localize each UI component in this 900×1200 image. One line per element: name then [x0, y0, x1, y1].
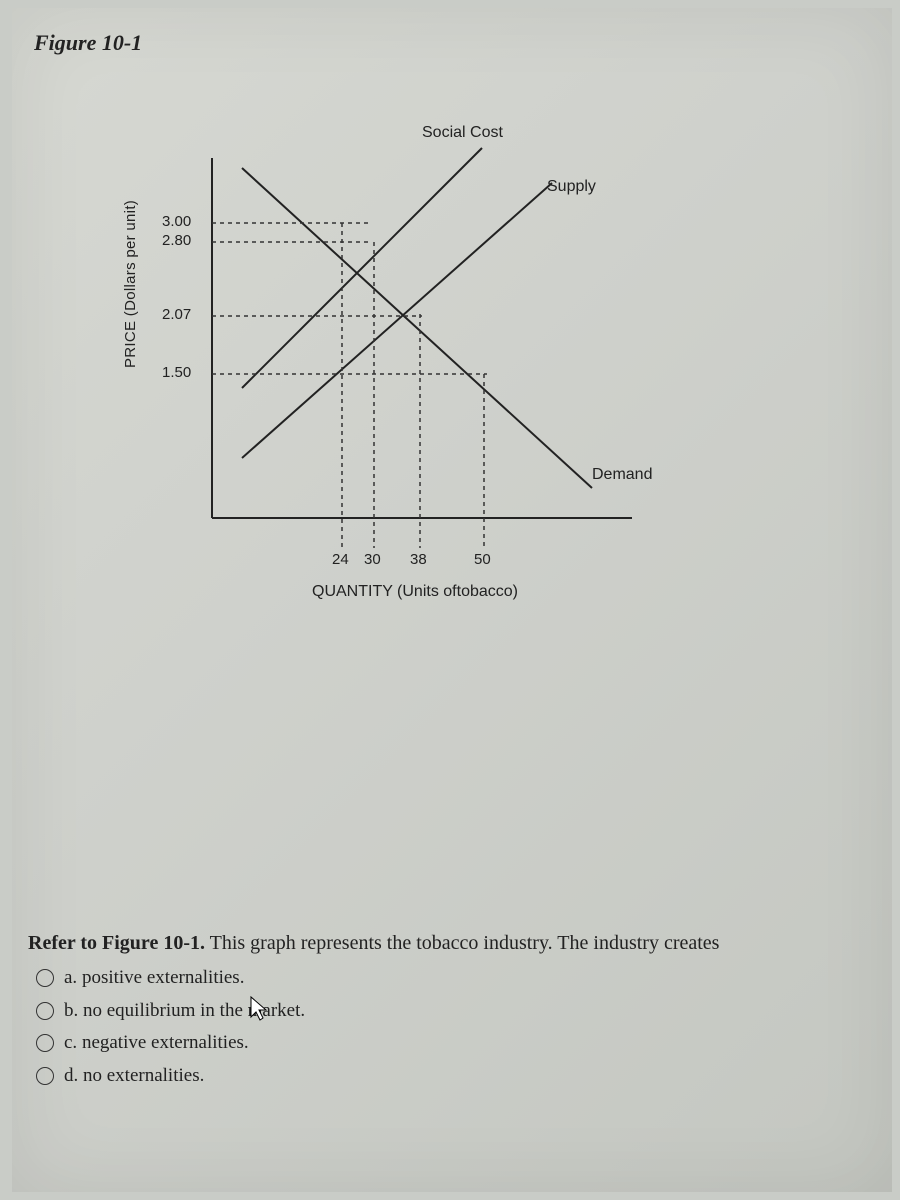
question-stem: Refer to Figure 10-1. This graph represe… [28, 928, 882, 958]
question-stem-bold: Refer to Figure 10-1. [28, 932, 205, 954]
question-stem-rest: This graph represents the tobacco indust… [205, 932, 719, 954]
x-tick-24: 24 [332, 551, 349, 568]
choice-text: no externalities. [83, 1065, 204, 1086]
choice-key: a. [64, 967, 77, 988]
choice-text: positive externalities. [82, 967, 245, 988]
choice-key: d. [64, 1065, 78, 1086]
x-tick-30: 30 [364, 551, 381, 568]
page-sheet: Figure 10-1 PRICE (Dollars per unit) 3.0… [12, 8, 892, 1192]
choice-key: c. [64, 1032, 77, 1053]
y-tick-1-50: 1.50 [162, 364, 191, 381]
x-tick-38: 38 [410, 551, 427, 568]
radio-icon [36, 1067, 54, 1085]
radio-icon [36, 969, 54, 987]
label-supply: Supply [547, 178, 596, 196]
y-tick-2-07: 2.07 [162, 306, 191, 323]
choice-text: negative externalities. [82, 1032, 249, 1053]
x-axis-label: QUANTITY (Units oftobacco) [312, 583, 518, 601]
y-tick-2-80: 2.80 [162, 232, 191, 249]
choice-d[interactable]: d. no externalities. [36, 1062, 882, 1091]
y-tick-3-00: 3.00 [162, 213, 191, 230]
radio-icon [36, 1034, 54, 1052]
label-social-cost: Social Cost [422, 124, 503, 142]
choice-a[interactable]: a. positive externalities. [36, 964, 882, 993]
question-block: Refer to Figure 10-1. This graph represe… [28, 928, 882, 1092]
demand-line [242, 168, 592, 488]
y-axis-label: PRICE (Dollars per unit) [122, 200, 139, 368]
diagram-svg [122, 128, 782, 608]
x-tick-50: 50 [474, 551, 491, 568]
econ-diagram: PRICE (Dollars per unit) 3.00 2.80 2.07 … [122, 128, 782, 608]
choice-b[interactable]: b. no equilibrium in the market. [36, 997, 882, 1026]
choice-text: no equilibrium in the market. [83, 1000, 305, 1021]
cursor-icon [248, 995, 270, 1023]
supply-line [242, 183, 552, 458]
choice-key: b. [64, 1000, 78, 1021]
label-demand: Demand [592, 466, 652, 484]
radio-icon [36, 1002, 54, 1020]
choice-c[interactable]: c. negative externalities. [36, 1029, 882, 1058]
figure-title: Figure 10-1 [34, 30, 142, 56]
